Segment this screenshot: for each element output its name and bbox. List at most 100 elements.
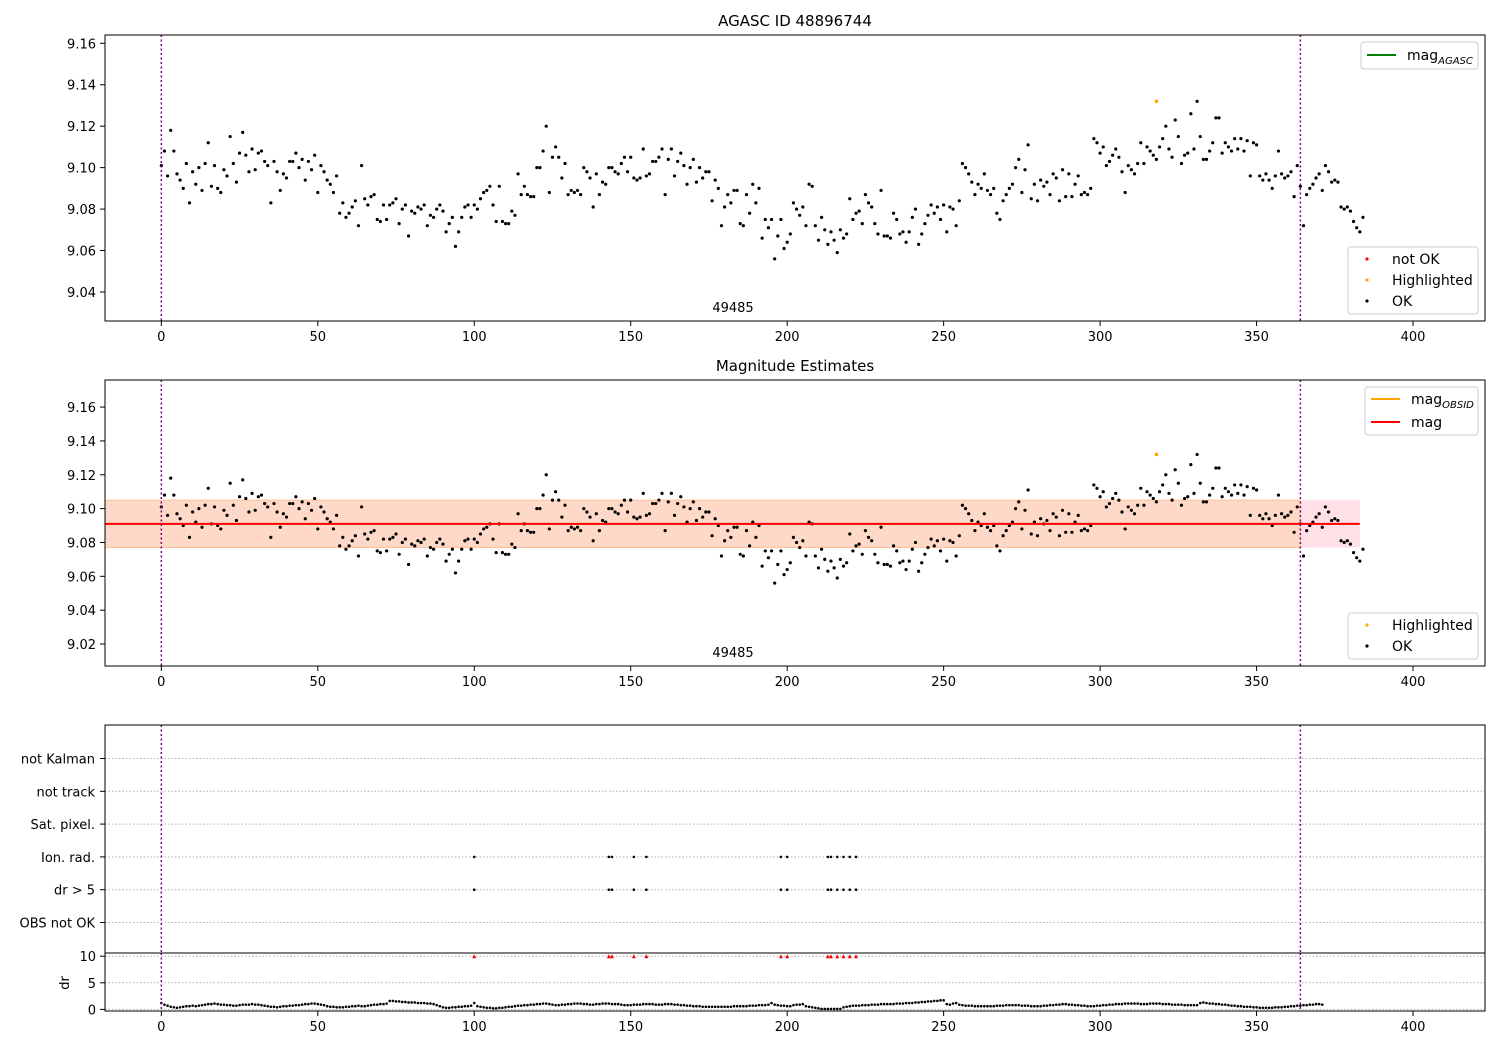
dr-point: [307, 1002, 310, 1006]
ok-point: [913, 540, 918, 545]
ok-point: [1104, 163, 1108, 168]
y-tick-label: 9.14: [67, 79, 96, 94]
ok-point: [963, 507, 968, 511]
ok-point: [713, 517, 717, 521]
dr-point: [789, 1004, 792, 1008]
ok-point: [785, 240, 789, 244]
ok-point: [1004, 529, 1008, 533]
ok-point: [932, 211, 936, 215]
ok-point: [697, 166, 702, 170]
ok-point: [338, 211, 342, 215]
dr-point: [1299, 1004, 1302, 1007]
dr-point: [363, 1004, 367, 1008]
ok-point: [247, 510, 251, 514]
dr-point: [1014, 1003, 1017, 1007]
dr-point: [748, 1004, 751, 1007]
ok-point: [1026, 143, 1030, 147]
dr-point: [169, 1005, 173, 1009]
ok-point: [165, 174, 170, 178]
dr-point: [660, 1003, 664, 1006]
ok-point: [823, 228, 827, 232]
dr-point: [1289, 1004, 1293, 1008]
dr-point: [641, 1002, 645, 1006]
agasc-axes-frame: [104, 34, 1486, 322]
dr-point: [422, 1001, 426, 1005]
ok-point: [244, 496, 248, 501]
ok-point: [816, 566, 821, 570]
dr-point: [832, 1007, 836, 1011]
ok-point: [607, 507, 611, 511]
dr-clipped-marker: [785, 954, 790, 959]
ok-point: [372, 192, 376, 197]
ok-point: [435, 540, 439, 545]
flag-category-label: Sat. pixel.: [31, 818, 95, 833]
dr-point: [1220, 1003, 1224, 1006]
ok-point: [929, 537, 933, 541]
ok-point: [256, 495, 260, 499]
ok-point: [644, 513, 648, 517]
ok-point: [895, 549, 899, 553]
dr-point: [1148, 1002, 1152, 1005]
flag-category-label: not track: [36, 785, 95, 800]
ok-point: [419, 540, 423, 545]
ok-point: [234, 180, 239, 184]
ok-point: [478, 532, 483, 536]
dr-point: [607, 1002, 611, 1005]
ok-point: [1254, 143, 1259, 147]
dr-point: [779, 1004, 783, 1007]
ok-point: [804, 224, 808, 228]
ok-point: [735, 525, 739, 529]
dr-point: [1302, 1003, 1305, 1007]
dr-point: [282, 1004, 285, 1008]
ok-point: [707, 170, 711, 174]
ok-point: [694, 180, 699, 184]
ok-point: [704, 170, 708, 174]
dr-point: [635, 1003, 639, 1006]
ok-point: [985, 525, 990, 529]
dr-point: [197, 1004, 201, 1007]
dr-point: [1080, 1004, 1083, 1007]
flag-point: [472, 855, 476, 859]
ok-point: [860, 552, 864, 556]
ok-point: [779, 217, 783, 222]
ok-point: [588, 176, 592, 180]
agasc-x-ticks: 0 50 100 150 200 250 300 350 400: [157, 321, 1425, 345]
dr-point: [260, 1003, 263, 1007]
ok-point: [278, 525, 282, 529]
ok-point: [1126, 505, 1130, 509]
ok-point: [1330, 180, 1334, 184]
dr-point: [638, 1003, 642, 1006]
ok-point: [1251, 486, 1256, 490]
ok-point: [1117, 498, 1121, 502]
ok-point: [751, 182, 755, 186]
dr-point: [451, 1005, 454, 1009]
ok-point: [347, 544, 351, 548]
ok-point: [472, 203, 476, 207]
flag-point: [632, 855, 636, 859]
agasc-legend-ok-label: OK: [1392, 294, 1413, 310]
dr-point: [632, 1003, 636, 1006]
ok-point: [988, 192, 993, 197]
ok-point: [460, 547, 464, 551]
dr-point: [1311, 1003, 1315, 1006]
dr-point: [695, 1004, 698, 1008]
ok-point: [334, 513, 339, 517]
ok-point: [191, 170, 195, 174]
dr-point: [360, 1004, 363, 1008]
ok-point: [522, 184, 526, 188]
ok-point: [560, 176, 564, 180]
dr-point: [1320, 1003, 1324, 1006]
ok-point: [1358, 559, 1362, 563]
ok-point: [206, 486, 210, 490]
ok-point: [935, 539, 939, 543]
dr-point: [1270, 1006, 1274, 1010]
ok-point: [860, 221, 864, 226]
ok-point: [331, 527, 336, 531]
x-tick-label: 400: [1401, 1020, 1426, 1035]
ok-point: [951, 207, 955, 211]
ok-point: [1048, 529, 1052, 533]
dr-point: [303, 1002, 307, 1006]
y-tick-label: 9.12: [67, 120, 96, 135]
x-tick-label: 200: [775, 330, 800, 345]
ok-point: [1236, 491, 1240, 495]
